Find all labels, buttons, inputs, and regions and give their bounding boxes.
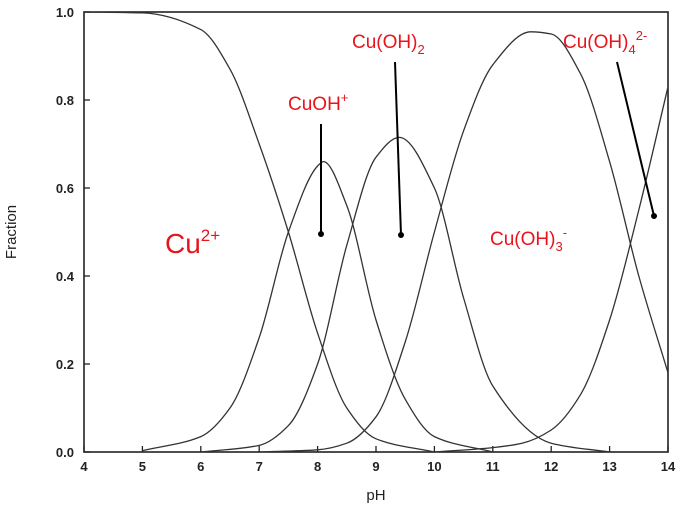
axis-ticks: 4 5 6 7 8 9 10 11 12 13 14 0.0 0.2 0.4 0.6 0.8 1.0	[56, 5, 676, 474]
annotation-cuoh: CuOH+	[288, 90, 348, 237]
x-tick-label: 5	[139, 459, 146, 474]
annotation-cuoh-sup: +	[341, 90, 349, 105]
annotation-cuoh4-sub: 4	[628, 42, 635, 57]
annotation-cuoh4-dot	[651, 213, 657, 219]
series-line-2	[200, 136, 610, 453]
annotation-cuoh4-base: Cu(OH)	[563, 32, 628, 53]
annotation-cuoh4-pointer	[616, 61, 655, 217]
annotation-cuoh3-base: Cu(OH)	[490, 229, 555, 250]
y-tick-label: 0.2	[56, 357, 74, 372]
x-tick-label: 12	[544, 459, 558, 474]
annotation-cuoh2-base: Cu(OH)	[352, 32, 417, 53]
annotation-cuoh2: Cu(OH)2	[352, 32, 425, 238]
annotation-cu2-sup: 2+	[201, 226, 220, 245]
series-line-4	[434, 86, 669, 453]
y-tick-label: 1.0	[56, 5, 74, 20]
y-tick-label: 0.6	[56, 181, 74, 196]
x-axis-label: pH	[366, 487, 385, 504]
x-tick-label: 11	[486, 459, 500, 474]
series-line-3	[259, 31, 669, 453]
series-curves	[83, 11, 669, 453]
y-tick-label: 0.8	[56, 93, 74, 108]
annotation-cuoh3: Cu(OH)3-	[490, 225, 567, 254]
y-tick-label: 0.0	[56, 445, 74, 460]
annotation-cuoh3-sup: -	[563, 225, 567, 240]
y-tick-label: 0.4	[56, 269, 75, 284]
x-tick-label: 7	[256, 459, 263, 474]
y-axis-label: Fraction	[3, 205, 20, 259]
annotation-cuoh2-dot	[398, 232, 404, 238]
svg-text:Cu(OH)3-: Cu(OH)3-	[490, 225, 567, 254]
x-tick-label: 14	[661, 459, 676, 474]
annotation-cuoh4: Cu(OH)42-	[563, 28, 657, 219]
annotation-cu2-base: Cu	[165, 228, 201, 259]
x-tick-label: 8	[314, 459, 321, 474]
x-tick-label: 9	[372, 459, 379, 474]
annotation-cuoh2-pointer	[394, 61, 402, 236]
svg-text:Cu2+: Cu2+	[165, 226, 220, 259]
svg-text:CuOH+: CuOH+	[288, 90, 348, 115]
annotation-cuoh2-sub: 2	[417, 42, 424, 57]
annotation-cuoh4-sup: 2-	[636, 28, 648, 43]
annotation-cuoh3-sub: 3	[555, 239, 562, 254]
x-tick-label: 10	[427, 459, 441, 474]
x-tick-label: 13	[602, 459, 616, 474]
x-tick-label: 6	[197, 459, 204, 474]
annotation-cu2: Cu2+	[165, 226, 220, 259]
svg-text:Cu(OH)42-: Cu(OH)42-	[563, 28, 647, 57]
annotation-cuoh-dot	[318, 231, 324, 237]
series-line-0	[83, 11, 435, 453]
svg-text:Cu(OH)2: Cu(OH)2	[352, 32, 425, 57]
annotation-cuoh-base: CuOH	[288, 94, 341, 115]
x-tick-label: 4	[80, 459, 88, 474]
